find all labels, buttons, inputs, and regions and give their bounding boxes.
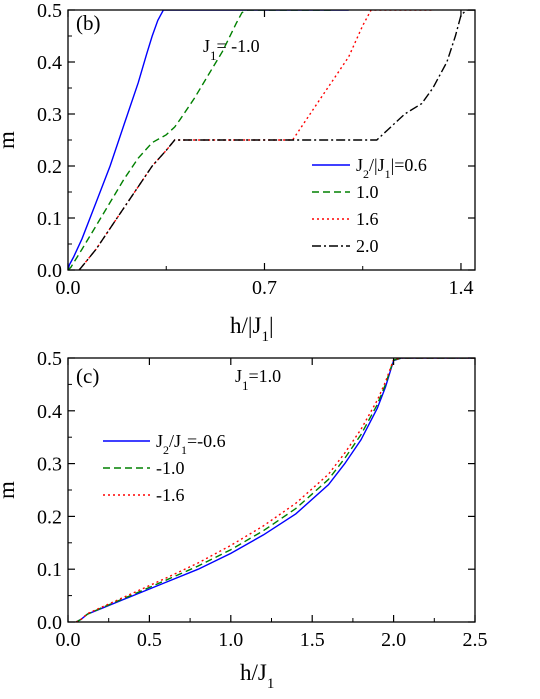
plot-frame xyxy=(67,357,476,623)
series-line-2 xyxy=(75,358,475,622)
x-tick-label: 0.0 xyxy=(56,277,81,299)
legend-entry: J2/J1=-0.6 xyxy=(156,431,226,457)
series-line-1 xyxy=(68,10,335,270)
y-tick-label: 0.2 xyxy=(37,156,62,178)
panel-b: 0.0 0.7 1.4 0.0 0.1 0.2 0.3 0.4 0.5 h/|J1| m (b) J1=… xyxy=(0,0,476,345)
series-line-3 xyxy=(78,10,475,270)
x-tick-label: 0.0 xyxy=(56,629,81,651)
x-tick-label: 2.5 xyxy=(463,629,488,651)
legend: J2/|J1|=0.61.0 1.6 2.0 xyxy=(312,155,427,256)
legend-entry: -1.6 xyxy=(156,485,185,505)
y-tick-label: 0.4 xyxy=(37,52,62,74)
x-tick-label: 1.4 xyxy=(448,277,473,299)
y-tick-label: 0.1 xyxy=(37,559,62,581)
y-tick-label: 0.3 xyxy=(37,454,62,476)
series-line-2 xyxy=(78,10,433,270)
y-tick-label: 0.3 xyxy=(37,104,62,126)
y-tick-label: 0.0 xyxy=(37,612,62,634)
x-tick-label: 0.7 xyxy=(252,277,277,299)
legend-entry: 2.0 xyxy=(356,236,379,256)
y-tick-label: 0.5 xyxy=(37,0,62,22)
y-tick-label: 0.5 xyxy=(37,348,62,370)
x-tick-label: 1.5 xyxy=(300,629,325,651)
annotation: J1= -1.0 xyxy=(203,36,260,63)
x-tick-label: 0.5 xyxy=(137,629,162,651)
legend-entry: 1.6 xyxy=(356,209,379,229)
legend-entry: J2/|J1|=0.6 xyxy=(356,155,427,181)
y-tick-label: 0.2 xyxy=(37,506,62,528)
series-line-0 xyxy=(68,10,349,270)
y-tick-label: 0.4 xyxy=(37,401,62,423)
x-axis-label: h/J1 xyxy=(240,660,274,692)
legend: J2/J1=-0.6-1.0 -1.6 xyxy=(103,431,226,505)
annotation: J1=1.0 xyxy=(235,366,281,393)
series-line-0 xyxy=(75,358,475,622)
legend-entry: -1.0 xyxy=(156,458,185,478)
y-axis-label: m xyxy=(0,131,19,149)
x-tick-label: 2.0 xyxy=(381,629,406,651)
legend-entry: 1.0 xyxy=(356,182,379,202)
series-line-1 xyxy=(75,358,475,622)
panel-c: 0.0 0.5 1.0 1.5 2.0 2.5 0.0 0.1 0.2 0.3 0.4 0.5 h/J1… xyxy=(0,348,488,692)
y-tick-label: 0.0 xyxy=(37,260,62,282)
y-tick-label: 0.1 xyxy=(37,208,62,230)
panel-label: (c) xyxy=(76,364,99,388)
y-axis-label: m xyxy=(0,481,19,499)
x-axis-label: h/|J1| xyxy=(230,313,274,345)
panel-label: (b) xyxy=(76,11,101,35)
x-tick-label: 1.0 xyxy=(218,629,243,651)
